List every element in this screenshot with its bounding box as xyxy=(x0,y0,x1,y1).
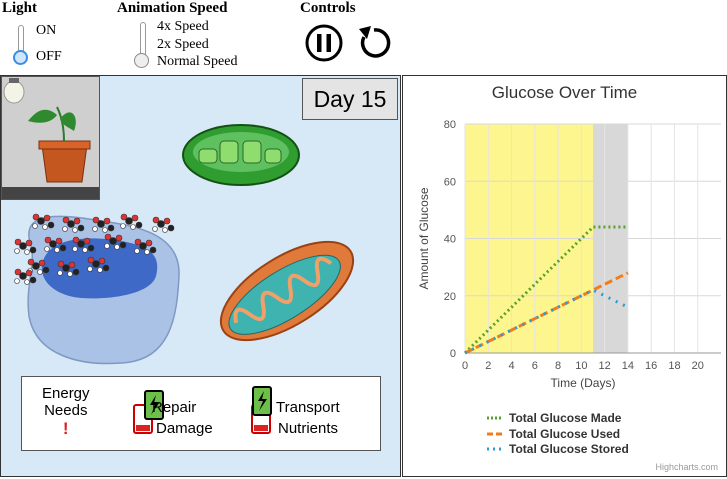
battery-icon xyxy=(133,390,164,434)
glucose-molecule xyxy=(44,236,67,253)
light-on-label[interactable]: ON xyxy=(36,23,57,38)
mitochondrion xyxy=(219,240,355,342)
x-tick-label: 2 xyxy=(485,360,491,372)
x-tick-label: 6 xyxy=(532,360,538,372)
day-counter: Day 15 xyxy=(302,78,398,120)
glucose-molecule xyxy=(87,256,110,273)
alert-icon: ! xyxy=(62,419,69,438)
speed-slider-knob[interactable] xyxy=(134,53,149,68)
glucose-molecule xyxy=(104,233,127,250)
x-tick-label: 10 xyxy=(575,360,587,372)
controls-title: Controls xyxy=(300,0,356,16)
x-tick-label: 8 xyxy=(555,360,561,372)
cell-simulation-panel: Day 15 Energy Needs ! xyxy=(0,75,401,477)
repair-damage-label: Repair Damage xyxy=(152,399,213,437)
speed-title: Animation Speed xyxy=(117,0,228,16)
pause-icon[interactable] xyxy=(304,23,344,63)
legend-item-used[interactable]: Total Glucose Used xyxy=(487,427,621,441)
x-axis-label: Time (Days) xyxy=(551,376,616,390)
speed-option-4x[interactable]: 4x Speed xyxy=(157,19,209,34)
glucose-molecule xyxy=(72,236,95,253)
light-title: Light xyxy=(2,0,38,16)
y-tick-label: 80 xyxy=(444,119,456,131)
y-tick-label: 60 xyxy=(444,176,456,188)
glucose-molecule xyxy=(92,216,115,233)
x-tick-label: 18 xyxy=(668,360,680,372)
light-off-label[interactable]: OFF xyxy=(36,49,62,64)
glucose-molecule xyxy=(57,260,80,277)
reset-icon[interactable] xyxy=(354,23,394,63)
x-tick-label: 14 xyxy=(622,360,634,372)
x-tick-label: 12 xyxy=(599,360,611,372)
cell-scene xyxy=(14,124,355,365)
battery-icon xyxy=(251,386,272,434)
plant-window xyxy=(1,76,100,200)
legend-item-stored[interactable]: Total Glucose Stored xyxy=(487,442,629,456)
chart-title: Glucose Over Time xyxy=(491,83,638,102)
transport-nutrients-label: Transport Nutrients xyxy=(276,399,340,437)
y-tick-label: 40 xyxy=(444,234,456,246)
glucose-molecule xyxy=(152,216,175,233)
x-tick-label: 4 xyxy=(508,360,514,372)
glucose-molecule xyxy=(14,238,37,255)
potted-plant-icon xyxy=(2,78,99,199)
glucose-molecules xyxy=(14,213,175,285)
glucose-molecule xyxy=(134,238,157,255)
glucose-chart-panel: Glucose Over Time 0 20 40 60 80 0 2 4 6 8 10 12 14 16… xyxy=(402,75,727,477)
glucose-molecule xyxy=(120,213,143,230)
series-line-1 xyxy=(464,271,629,355)
y-tick-label: 20 xyxy=(444,291,456,303)
chart-credit: Highcharts.com xyxy=(655,462,718,472)
energy-needs-label: Energy Needs ! xyxy=(42,385,90,438)
light-slider-knob[interactable] xyxy=(13,50,28,65)
x-tick-label: 16 xyxy=(645,360,657,372)
legend-item-made[interactable]: Total Glucose Made xyxy=(487,411,622,425)
speed-option-normal[interactable]: Normal Speed xyxy=(157,54,238,69)
x-tick-label: 20 xyxy=(692,360,704,372)
glucose-chart: 0 20 40 60 80 0 2 4 6 8 10 12 14 16 18 20 Time (Days) Amo… xyxy=(417,119,721,390)
y-tick-label: 0 xyxy=(450,348,456,360)
x-tick-label: 0 xyxy=(462,360,468,372)
glucose-molecule xyxy=(62,216,85,233)
chloroplast xyxy=(182,124,300,186)
energy-needs-panel: Energy Needs ! Repair Damage Transport N… xyxy=(21,376,381,451)
glucose-molecule xyxy=(32,213,55,230)
y-axis-label: Amount of Glucose xyxy=(417,187,431,289)
speed-option-2x[interactable]: 2x Speed xyxy=(157,37,209,52)
glucose-molecule xyxy=(14,268,37,285)
glucose-molecule xyxy=(27,258,50,275)
